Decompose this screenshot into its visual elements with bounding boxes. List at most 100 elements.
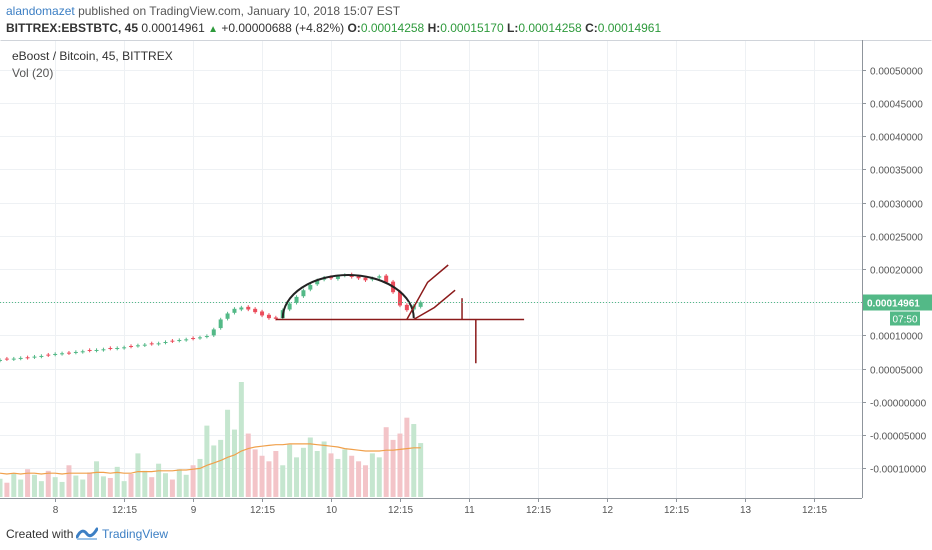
volume-bar: [411, 424, 417, 497]
volume-bar: [18, 479, 24, 497]
candle-body: [232, 308, 237, 313]
candle-body: [287, 303, 292, 310]
volume-bar: [252, 449, 258, 497]
countdown-tag: [890, 311, 920, 326]
volume-ma-line: [0, 443, 421, 475]
y-tick-label: -0.00000000: [870, 399, 927, 410]
volume-bar: [418, 443, 424, 497]
volume-bar: [80, 479, 86, 497]
drawings: [275, 264, 525, 364]
candle-body: [18, 357, 23, 359]
volume-bar: [307, 437, 313, 497]
volume-bar: [287, 444, 293, 497]
candle-body: [0, 359, 2, 361]
published-text: published on TradingView.com, January 10…: [78, 4, 401, 18]
volume-bar: [183, 474, 189, 497]
volume-bar: [273, 451, 279, 497]
candle-body: [397, 291, 402, 306]
volume-bar: [197, 458, 203, 497]
x-tick-label: 12:15: [388, 505, 413, 516]
volume-bar: [356, 461, 362, 497]
candle-body: [315, 280, 320, 285]
candle-body: [60, 353, 65, 355]
candle-body: [335, 276, 340, 279]
author-link[interactable]: alandomazet: [6, 4, 75, 18]
volume-bar: [31, 474, 37, 497]
y-tick-label: 0.00020000: [870, 266, 923, 277]
volume-bar: [218, 439, 224, 497]
x-tick-label: 9: [191, 505, 197, 516]
volume-bar: [142, 470, 148, 497]
y-tick-label: 0.00050000: [870, 67, 923, 78]
time-axis[interactable]: 8 12:15 9 12:15 10 12:15 11 12:15 12 12:15 13 12:15: [53, 498, 828, 516]
candle-body: [370, 278, 375, 280]
volume-bar: [156, 463, 162, 497]
x-tick-label: 12:15: [112, 505, 137, 516]
candle-body: [177, 340, 182, 342]
publish-line: alandomazet published on TradingView.com…: [6, 4, 400, 18]
volume-bar: [225, 409, 231, 497]
tradingview-link[interactable]: TradingView: [102, 527, 169, 541]
candle-body: [73, 351, 78, 353]
candle-body: [197, 337, 202, 339]
candle-body: [404, 304, 409, 311]
volume-bar: [190, 465, 196, 497]
candle-body: [218, 319, 223, 329]
x-tick-label: 12:15: [802, 505, 827, 516]
high-label: H:: [427, 21, 441, 35]
x-tick-label: 12: [602, 505, 614, 516]
countdown-tag-text: 07:50: [892, 315, 917, 326]
volume-bar: [280, 465, 286, 497]
created-with-text: Created with: [6, 527, 74, 541]
volume-bar: [0, 478, 3, 497]
last-price-tag-text: 0.00014961: [867, 299, 920, 310]
volume-bar: [238, 382, 244, 497]
x-tick-label: 12:15: [526, 505, 551, 516]
chart-background: [0, 40, 932, 518]
candle-body: [356, 276, 361, 279]
y-tick-label: 0.00035000: [870, 166, 923, 177]
close-value: 0.00014961: [597, 21, 662, 35]
candle-body: [4, 358, 9, 360]
volume-bar: [94, 461, 100, 497]
y-tick-label: 0.00025000: [870, 233, 923, 244]
candle-body: [329, 276, 334, 279]
candle-body: [122, 347, 127, 349]
candle-body: [191, 338, 196, 340]
candle-body: [129, 345, 134, 347]
candle-body: [266, 314, 271, 319]
volume-bar: [266, 461, 272, 497]
candle-body: [211, 329, 216, 336]
volume-bar: [11, 473, 17, 497]
volume-bar: [314, 451, 320, 497]
candle-body: [294, 296, 299, 303]
volume-bar: [176, 469, 182, 497]
volume-bar: [38, 481, 44, 497]
candle-body: [11, 358, 16, 360]
volume-bar: [169, 479, 175, 497]
y-tick-label: 0.00005000: [870, 366, 923, 377]
x-tick-label: 8: [53, 505, 59, 516]
candle-body: [170, 340, 175, 342]
low-value: 0.00014258: [518, 21, 582, 35]
volume-bar: [163, 473, 169, 497]
volume-bar: [376, 457, 382, 497]
volume-bar: [114, 466, 120, 497]
volume-bar: [335, 458, 341, 497]
candle-body: [53, 353, 58, 355]
volume-bar: [4, 482, 10, 497]
volume-bar: [300, 447, 306, 497]
open-value: 0.00014258: [360, 21, 425, 35]
volume-bar: [245, 433, 251, 497]
candle-body: [149, 343, 154, 345]
price-chart[interactable]: 0.00050000 0.00045000 0.00040000 0.00035000…: [0, 40, 932, 518]
y-tick-label: 0.00045000: [870, 100, 923, 111]
volume-bar: [362, 465, 368, 497]
volume-pane: [0, 382, 424, 497]
candle-body: [87, 349, 92, 351]
volume-bar: [321, 441, 327, 497]
volume-bar: [383, 427, 389, 497]
grid: [0, 40, 862, 498]
x-tick-label: 12:15: [250, 505, 275, 516]
candle-body: [246, 306, 251, 310]
